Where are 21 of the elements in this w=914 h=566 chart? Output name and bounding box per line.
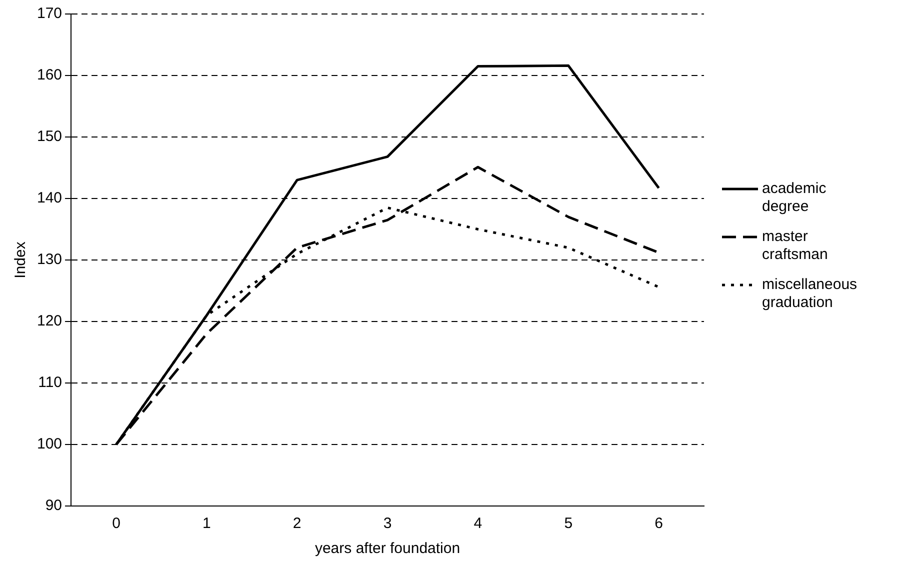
- legend-label: academic degree: [762, 180, 828, 216]
- x-axis-title: years after foundation: [314, 540, 460, 558]
- y-tick-label: 90: [45, 497, 62, 514]
- y-tick-label: 160: [36, 66, 62, 84]
- x-tick-label: 5: [564, 515, 573, 532]
- x-tick-label: 0: [112, 515, 120, 532]
- y-tick-label: 110: [38, 374, 62, 392]
- y-tick-label: 170: [36, 5, 62, 22]
- x-tick-label: 1: [202, 515, 211, 532]
- y-tick-label: 100: [36, 436, 62, 453]
- legend-label: miscellaneous graduation: [762, 276, 858, 312]
- y-tick-label: 130: [36, 251, 62, 268]
- x-tick-label: 4: [474, 515, 482, 532]
- y-tick-label: 140: [36, 190, 62, 207]
- x-tick-label: 2: [292, 515, 302, 532]
- legend-label: master craftsman: [762, 228, 829, 264]
- y-tick-label: 150: [36, 128, 62, 146]
- y-tick-label: 120: [36, 312, 62, 330]
- x-tick-label: 6: [654, 515, 663, 532]
- x-tick-label: 3: [383, 515, 392, 532]
- y-axis-title: Index: [12, 241, 30, 278]
